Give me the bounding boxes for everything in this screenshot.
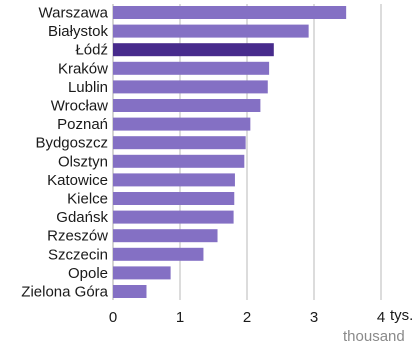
category-label-8: Olsztyn bbox=[58, 153, 108, 170]
x-axis-unit-label: tys. bbox=[390, 307, 413, 324]
category-label-6: Poznań bbox=[57, 116, 108, 133]
x-tick-label-0: 0 bbox=[109, 309, 117, 326]
category-label-15: Zielona Góra bbox=[21, 284, 108, 301]
x-axis-unit-sublabel: thousand bbox=[343, 328, 405, 345]
bar-2 bbox=[113, 43, 274, 57]
bar-13 bbox=[113, 247, 204, 261]
bar-6 bbox=[113, 117, 251, 131]
category-label-3: Kraków bbox=[58, 60, 108, 77]
bars bbox=[113, 6, 347, 298]
x-tick-label-3: 3 bbox=[310, 309, 318, 326]
category-label-14: Opole bbox=[68, 265, 108, 282]
x-tick-label-1: 1 bbox=[176, 309, 184, 326]
category-label-5: Wrocław bbox=[51, 98, 108, 115]
bar-7 bbox=[113, 136, 246, 150]
bar-4 bbox=[113, 80, 268, 94]
x-tick-label-4: 4 bbox=[377, 309, 385, 326]
bar-9 bbox=[113, 173, 235, 187]
x-tick-label-2: 2 bbox=[243, 309, 251, 326]
bar-12 bbox=[113, 229, 218, 243]
category-label-11: Gdańsk bbox=[56, 209, 108, 226]
bar-8 bbox=[113, 154, 245, 168]
category-label-10: Kielce bbox=[67, 191, 108, 208]
bar-15 bbox=[113, 285, 147, 298]
category-label-13: Szczecin bbox=[48, 246, 108, 263]
bar-14 bbox=[113, 266, 171, 280]
category-label-4: Lublin bbox=[68, 79, 108, 96]
x-axis-ticks: 0 1 2 3 4 bbox=[109, 309, 385, 326]
bar-5 bbox=[113, 99, 261, 112]
category-label-1: Białystok bbox=[48, 23, 109, 40]
category-label-9: Katowice bbox=[47, 172, 108, 189]
bar-0 bbox=[113, 6, 347, 19]
category-label-7: Bydgoszcz bbox=[35, 135, 108, 152]
category-label-0: Warszawa bbox=[39, 5, 109, 22]
bar-1 bbox=[113, 24, 309, 38]
category-label-2: Łódź bbox=[75, 42, 108, 59]
bar-10 bbox=[113, 192, 235, 205]
bar-11 bbox=[113, 210, 234, 224]
bar-3 bbox=[113, 61, 270, 75]
category-label-12: Rzeszów bbox=[47, 228, 108, 245]
